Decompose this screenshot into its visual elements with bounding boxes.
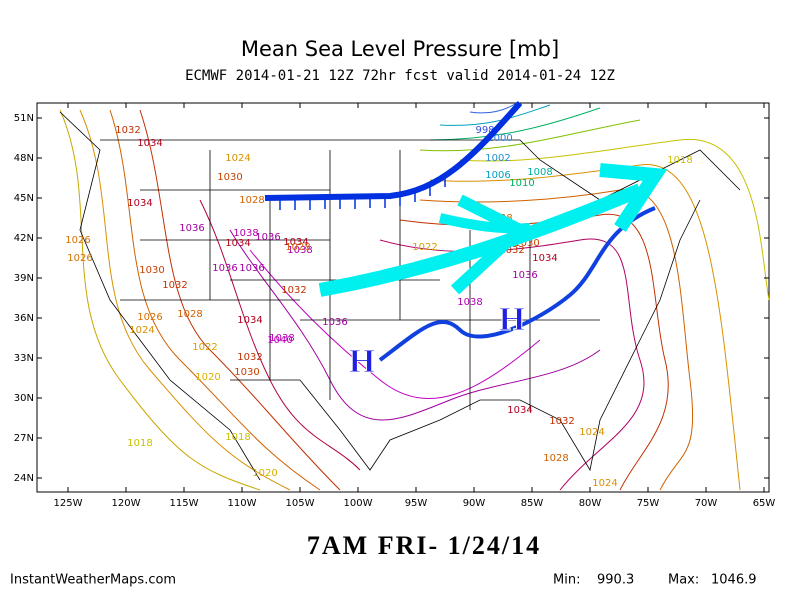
lat-label: 33N — [14, 353, 34, 364]
contour-label: 1006 — [485, 170, 510, 181]
contour-label: 1024 — [225, 153, 250, 164]
lat-label: 30N — [14, 393, 34, 404]
contour-label: 1036 — [255, 232, 280, 243]
contour-label: 1020 — [252, 468, 277, 479]
contour-label: 1024 — [592, 478, 617, 489]
lat-label: 51N — [14, 113, 34, 124]
subtitle: ECMWF 2014-01-21 12Z 72hr fcst valid 201… — [185, 68, 615, 84]
lat-label: 24N — [14, 473, 34, 484]
source: InstantWeatherMaps.com — [10, 573, 176, 588]
contour-label: 1026 — [65, 235, 90, 246]
contour-label: 1032 — [281, 285, 306, 296]
max-value: 1046.9 — [711, 573, 757, 588]
contour-label: 1032 — [237, 352, 262, 363]
contour-label: 1018 — [225, 432, 250, 443]
contour-label: 1032 — [162, 280, 187, 291]
lat-label: 36N — [14, 313, 34, 324]
contour-label: 1028 — [239, 195, 264, 206]
contour-label: 1018 — [127, 438, 152, 449]
contour-label: 1040 — [267, 335, 292, 346]
lon-label: 85W — [521, 498, 544, 509]
contour-label: 1036 — [179, 223, 204, 234]
contour-label: 1032 — [499, 245, 524, 256]
contour-label: 1034 — [283, 237, 308, 248]
lat-label: 45N — [14, 193, 34, 204]
contour-label: 1032 — [115, 125, 140, 136]
contour-label: 1000 — [487, 133, 512, 144]
contour-label: 1032 — [549, 416, 574, 427]
contour-label: 1024 — [579, 427, 604, 438]
lon-label: 95W — [405, 498, 428, 509]
map: 51N 48N 45N 42N 39N 36N 33N 30N 27N 24N 125W 120W 11… — [14, 101, 776, 509]
caption: 7AM FRI- 1/24/14 — [307, 531, 541, 560]
lon-label: 110W — [228, 498, 257, 509]
contour-label: 1036 — [212, 263, 237, 274]
contour-label: 1038 — [269, 333, 294, 344]
lon-label: 90W — [463, 498, 486, 509]
contour-label: 1018 — [667, 155, 692, 166]
lat-label: 39N — [14, 273, 34, 284]
contour-label: 1034 — [507, 405, 532, 416]
max-label: Max: — [668, 573, 699, 588]
lat-label: 27N — [14, 433, 34, 444]
contour-label: 998 — [475, 125, 494, 136]
contour-label: 1034 — [137, 138, 162, 149]
title: Mean Sea Level Pressure [mb] — [241, 37, 559, 61]
contour-label: 1028 — [285, 242, 310, 253]
contour-label: 1022 — [412, 242, 437, 253]
contour-label: 1028 — [177, 309, 202, 320]
cold-front — [264, 101, 523, 210]
contour-label: 1034 — [225, 238, 250, 249]
contour-label: 1030 — [217, 172, 242, 183]
contour-label: 1022 — [192, 342, 217, 353]
lon-label: 100W — [344, 498, 373, 509]
lon-label: 105W — [286, 498, 315, 509]
lon-label: 115W — [170, 498, 199, 509]
high-label: H — [499, 301, 525, 338]
lon-label: 80W — [579, 498, 602, 509]
lon-label: 70W — [695, 498, 718, 509]
contour-label: 1024 — [129, 325, 154, 336]
contour-label: 1038 — [457, 297, 482, 308]
contour-label: 1028 — [543, 453, 568, 464]
lat-label: 42N — [14, 233, 34, 244]
map-frame — [36, 102, 770, 493]
lon-label: 75W — [637, 498, 660, 509]
contour-label: 1030 — [139, 265, 164, 276]
lon-label: 65W — [753, 498, 776, 509]
ridge-line — [378, 206, 656, 362]
contour-label: 1036 — [239, 263, 264, 274]
contour-label: 1010 — [509, 178, 534, 189]
contour-label: 1030 — [514, 238, 539, 249]
contour-label: 1038 — [287, 245, 312, 256]
contour-label: 1034 — [237, 315, 262, 326]
contour-label: 1002 — [485, 153, 510, 164]
contour-label: 1034 — [532, 253, 557, 264]
lat-label: 48N — [14, 153, 34, 164]
min-label: Min: — [553, 573, 580, 588]
high-label: H — [349, 343, 375, 380]
contour-label: 1026 — [67, 253, 92, 264]
axis-ticks: 51N 48N 45N 42N 39N 36N 33N 30N 27N 24N 125W 120W 11… — [14, 103, 776, 509]
contour-label: 1034 — [127, 198, 152, 209]
high-labels: HH — [348, 300, 525, 380]
contour-label: 1008 — [527, 167, 552, 178]
lon-label: 125W — [54, 498, 83, 509]
contour-label: 1038 — [233, 228, 258, 239]
min-value: 990.3 — [597, 573, 634, 588]
contour-label: 1036 — [512, 270, 537, 281]
lon-label: 120W — [112, 498, 141, 509]
contour-label: 1020 — [195, 372, 220, 383]
flow-arrows — [318, 163, 668, 297]
contour-label: 1026 — [137, 312, 162, 323]
contour-label: 1030 — [234, 367, 259, 378]
contour-label: 1036 — [322, 317, 347, 328]
